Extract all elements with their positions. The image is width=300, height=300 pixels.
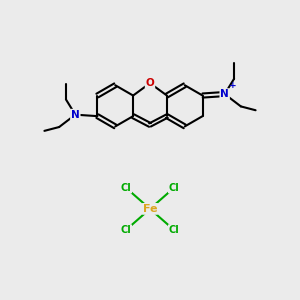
Text: N: N: [71, 110, 80, 120]
Text: Cl: Cl: [169, 225, 179, 235]
Text: +: +: [229, 81, 237, 90]
Text: Cl: Cl: [121, 183, 131, 193]
Text: Cl: Cl: [121, 225, 131, 235]
Text: Cl: Cl: [169, 183, 179, 193]
Text: O: O: [146, 78, 154, 88]
Text: Fe: Fe: [143, 204, 157, 214]
Text: N: N: [220, 89, 229, 99]
